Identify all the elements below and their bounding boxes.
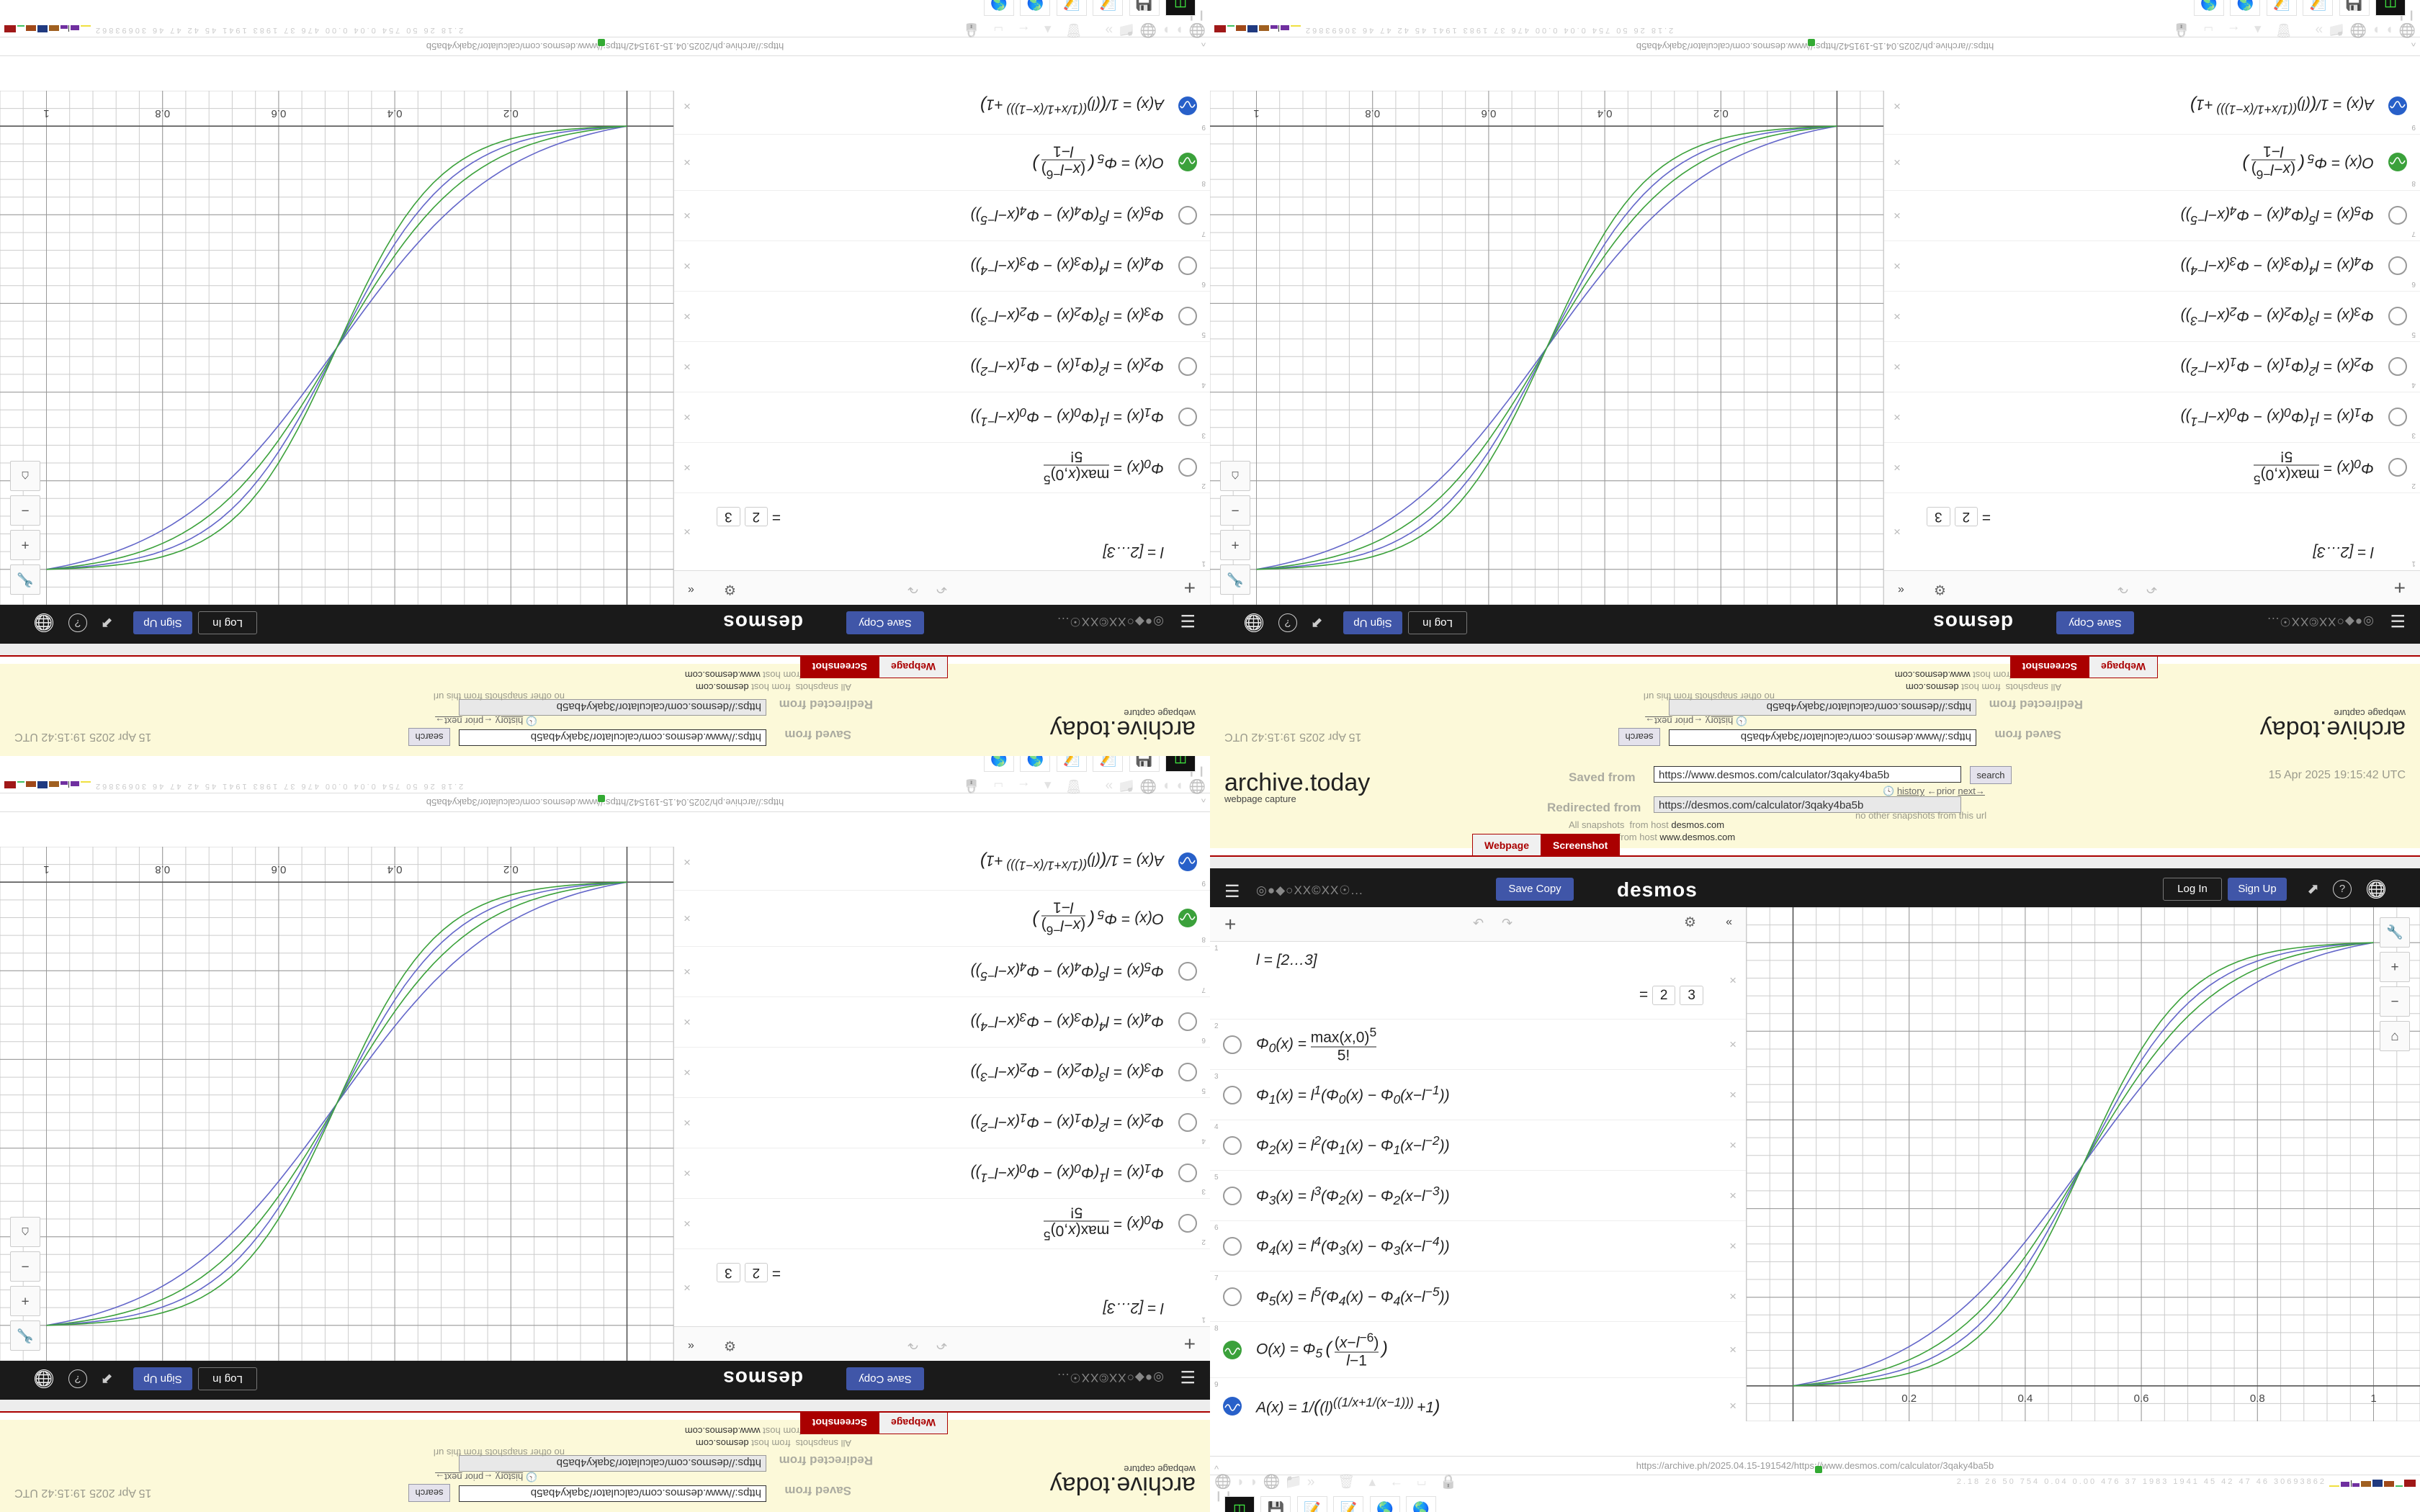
svg-text:1: 1: [2370, 1392, 2376, 1405]
svg-text:0.4: 0.4: [387, 107, 403, 120]
svg-text:0.2: 0.2: [503, 863, 519, 876]
svg-text:0.2: 0.2: [1901, 1392, 1917, 1405]
svg-text:1: 1: [43, 107, 49, 120]
svg-text:0.6: 0.6: [271, 107, 286, 120]
svg-text:0.4: 0.4: [387, 863, 403, 876]
svg-text:0.8: 0.8: [1365, 107, 1380, 120]
svg-text:0.2: 0.2: [503, 107, 519, 120]
svg-text:1: 1: [43, 863, 49, 876]
svg-text:0.4: 0.4: [1597, 107, 1613, 120]
svg-text:0.4: 0.4: [2017, 1392, 2033, 1405]
svg-text:0.2: 0.2: [1713, 107, 1729, 120]
svg-text:0.8: 0.8: [2250, 1392, 2265, 1405]
svg-text:0.6: 0.6: [2134, 1392, 2149, 1405]
svg-text:0.8: 0.8: [155, 863, 170, 876]
svg-text:0.8: 0.8: [155, 107, 170, 120]
svg-text:0.6: 0.6: [271, 863, 286, 876]
svg-text:0.6: 0.6: [1481, 107, 1496, 120]
svg-text:1: 1: [1253, 107, 1259, 120]
